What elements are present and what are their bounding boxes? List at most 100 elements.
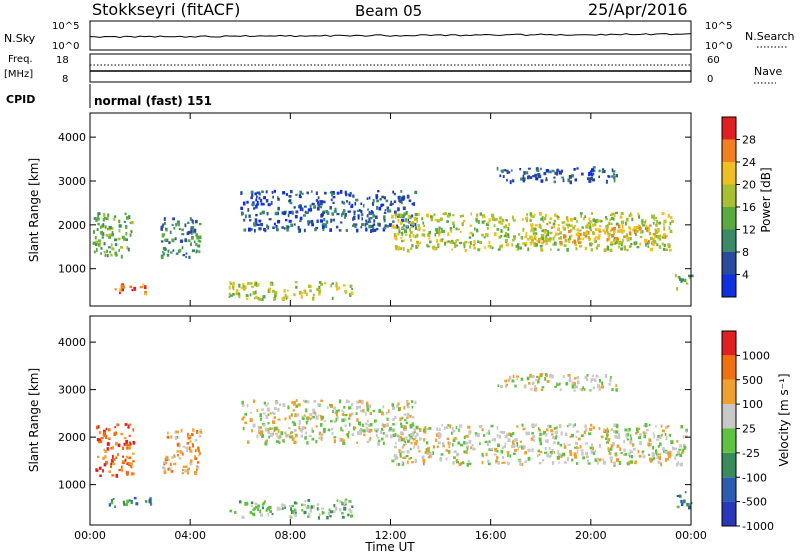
- velocity-echo-cell: [629, 440, 633, 444]
- power-echo-cell: [588, 179, 592, 183]
- velocity-echo-cell: [196, 467, 198, 471]
- noise-panel-frame: [89, 20, 692, 51]
- power-echo-cell: [584, 246, 588, 251]
- power-echo-cell: [97, 242, 101, 246]
- power-echo-cell: [575, 246, 577, 251]
- power-echo-cell: [578, 245, 582, 248]
- power-echo-cell: [644, 238, 648, 243]
- velocity-echo-cell: [267, 413, 270, 416]
- power-echo-cell: [561, 221, 564, 224]
- power-echo-cell: [314, 228, 317, 232]
- velocity-echo-cell: [103, 448, 106, 451]
- velocity-echo-cell: [508, 378, 510, 382]
- power-echo-cell: [473, 246, 477, 250]
- power-echo-cell: [412, 233, 415, 238]
- power-echo-cell: [310, 219, 314, 224]
- power-echo-cell: [114, 288, 117, 291]
- power-echo-cell: [646, 241, 649, 245]
- power-echo-cell: [250, 196, 253, 200]
- power-echo-cell: [293, 206, 296, 209]
- power-echo-cell: [102, 217, 105, 222]
- power-echo-cell: [411, 221, 415, 225]
- velocity-ytick-label: 4000: [58, 336, 86, 349]
- velocity-echo-cell: [510, 433, 513, 438]
- power-echo-cell: [198, 240, 202, 243]
- power-echo-cell: [449, 227, 452, 230]
- power-echo-cell: [304, 290, 307, 294]
- power-echo-cell: [644, 219, 647, 223]
- power-echo-cell: [524, 242, 528, 246]
- power-echo-cell: [347, 210, 351, 213]
- velocity-echo-cell: [304, 436, 307, 440]
- power-echo-cell: [610, 241, 613, 244]
- power-echo-cell: [462, 242, 466, 246]
- power-echo-cell: [476, 229, 479, 233]
- velocity-echo-cell: [244, 502, 248, 506]
- velocity-echo-cell: [533, 439, 536, 442]
- velocity-echo-cell: [244, 421, 248, 425]
- velocity-echo-cell: [530, 437, 534, 441]
- velocity-echo-cell: [344, 498, 348, 501]
- power-echo-cell: [507, 235, 510, 239]
- power-echo-cell: [620, 242, 623, 247]
- velocity-echo-cell: [341, 418, 345, 423]
- velocity-echo-cell: [282, 404, 286, 407]
- velocity-echo-cell: [437, 441, 441, 445]
- power-echo-cell: [541, 237, 545, 241]
- power-echo-cell: [603, 231, 607, 235]
- velocity-echo-cell: [410, 456, 413, 460]
- velocity-echo-cell: [175, 436, 179, 439]
- power-echo-cell: [100, 252, 102, 255]
- power-echo-cell: [493, 224, 496, 228]
- power-echo-cell: [99, 225, 102, 229]
- velocity-echo-cell: [651, 458, 654, 462]
- power-echo-cell: [333, 191, 335, 195]
- velocity-echo-cell: [576, 380, 580, 385]
- velocity-echo-cell: [318, 436, 321, 440]
- velocity-echo-cell: [412, 437, 416, 441]
- velocity-echo-cell: [381, 437, 384, 441]
- velocity-colorbar-tick-label: 1000: [742, 349, 770, 362]
- power-echo-cell: [297, 225, 300, 230]
- power-echo-cell: [615, 174, 618, 178]
- power-echo-cell: [383, 226, 387, 230]
- power-echo-cell: [317, 202, 320, 207]
- velocity-echo-cell: [549, 374, 552, 378]
- velocity-echo-cell: [341, 501, 343, 504]
- power-echo-cell: [543, 172, 547, 176]
- power-echo-cell: [558, 237, 560, 240]
- power-echo-cell: [95, 218, 98, 222]
- velocity-echo-cell: [446, 437, 450, 440]
- velocity-echo-cell: [351, 433, 355, 437]
- velocity-echo-cell: [124, 436, 127, 440]
- velocity-echo-cell: [415, 439, 418, 443]
- velocity-echo-cell: [294, 511, 297, 514]
- velocity-echo-cell: [606, 433, 609, 437]
- velocity-echo-cell: [348, 500, 352, 503]
- velocity-panel-frame: [89, 315, 692, 526]
- power-echo-cell: [496, 166, 499, 171]
- power-echo-cell: [109, 250, 111, 254]
- power-echo-cell: [463, 245, 466, 249]
- velocity-echo-cell: [410, 441, 413, 445]
- velocity-echo-cell: [565, 382, 569, 386]
- power-echo-cell: [607, 175, 611, 178]
- velocity-echo-cell: [382, 431, 385, 435]
- velocity-echo-cell: [170, 469, 174, 473]
- power-echo-cell: [646, 229, 649, 232]
- velocity-echo-cell: [406, 403, 409, 407]
- velocity-echo-cell: [199, 431, 203, 434]
- power-echo-cell: [640, 230, 643, 234]
- velocity-echo-cell: [129, 423, 132, 426]
- power-echo-cell: [96, 228, 99, 232]
- power-echo-cell: [351, 203, 354, 207]
- power-echo-cell: [284, 293, 287, 298]
- velocity-echo-cell: [268, 435, 271, 439]
- velocity-echo-cell: [332, 406, 336, 410]
- power-echo-cell: [543, 216, 547, 221]
- power-echo-cell: [243, 228, 247, 232]
- power-echo-cell: [258, 297, 261, 301]
- velocity-echo-cell: [112, 462, 116, 466]
- velocity-echo-cell: [444, 426, 446, 430]
- power-echo-cell: [533, 233, 536, 237]
